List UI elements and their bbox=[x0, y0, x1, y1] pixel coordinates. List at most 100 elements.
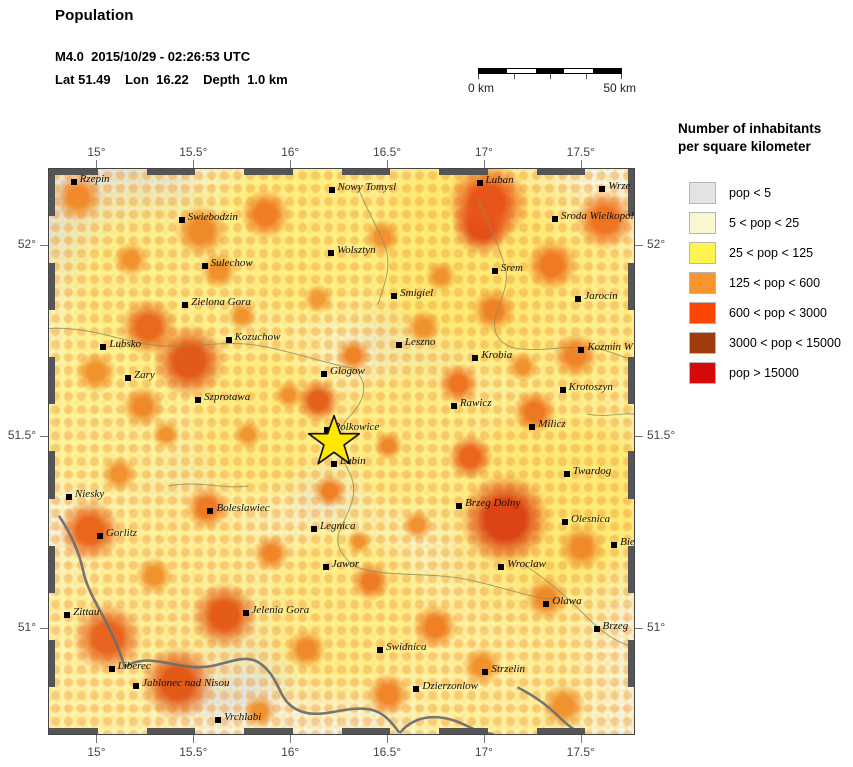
legend-row: 125 < pop < 600 bbox=[689, 268, 853, 298]
city-label: Sroda Wielkopols bbox=[561, 210, 635, 223]
y-axis-tick-label-right: 51° bbox=[647, 619, 666, 634]
city-dot-icon bbox=[324, 427, 331, 434]
city-dot-icon bbox=[472, 355, 479, 362]
city-label: Jawor bbox=[331, 558, 360, 571]
legend-label: pop > 15000 bbox=[729, 366, 799, 380]
scale-bar-track bbox=[478, 68, 622, 74]
map-frame: Rzepin Swiebodzin Nowy Tomysl Luban Wrze Srod… bbox=[48, 168, 635, 735]
legend-items: pop < 5 5 < pop < 25 25 < pop < 125 125 < p… bbox=[678, 178, 853, 388]
city-dot-icon bbox=[108, 666, 115, 673]
city-dot-icon bbox=[498, 564, 505, 571]
city-label: Sulechow bbox=[210, 257, 253, 270]
x-axis-tick-label-top: 15° bbox=[87, 145, 106, 159]
legend-row: pop < 5 bbox=[689, 178, 853, 208]
legend-title-line2: per square kilometer bbox=[678, 139, 811, 154]
city-dot-icon bbox=[377, 647, 384, 654]
legend-label: 600 < pop < 3000 bbox=[729, 306, 828, 320]
city-label: Dzierzonlow bbox=[422, 679, 478, 692]
city-label: Wrze bbox=[608, 180, 631, 193]
city-dot-icon bbox=[320, 370, 327, 377]
city-label: Wolsztyn bbox=[336, 243, 376, 256]
city-label: Glogow bbox=[329, 364, 365, 377]
axis-tick-mark bbox=[635, 627, 643, 629]
city-dot-icon bbox=[64, 612, 71, 619]
city-dot-icon bbox=[70, 178, 77, 185]
event-magnitude-time: M4.0 2015/10/29 - 02:26:53 UTC bbox=[55, 49, 251, 64]
map-frame-bottom-edge bbox=[49, 728, 634, 734]
map-frame-right-edge bbox=[628, 169, 634, 734]
scale-bar-tick bbox=[550, 74, 551, 79]
city-dot-icon bbox=[552, 216, 559, 223]
city-label: Twardog bbox=[572, 464, 612, 477]
country-border-lines bbox=[57, 515, 582, 734]
scale-bar-tick bbox=[478, 74, 479, 79]
x-axis-tick-label-bottom: 17.5° bbox=[566, 745, 595, 759]
city-label: Luban bbox=[485, 174, 514, 187]
city-dot-icon bbox=[391, 293, 398, 300]
city-dot-icon bbox=[242, 610, 249, 617]
city-label: Gorlitz bbox=[105, 527, 138, 540]
axis-tick-mark bbox=[193, 160, 195, 168]
axis-tick-mark bbox=[580, 160, 582, 168]
city-dot-icon bbox=[225, 336, 232, 343]
city-dot-icon bbox=[133, 682, 140, 689]
city-dot-icon bbox=[559, 386, 566, 393]
city-label: Polkowice bbox=[333, 421, 380, 434]
city-label: Brzeg Dolny bbox=[465, 496, 521, 509]
city-label: Zittau bbox=[73, 606, 100, 619]
city-label: Szprotawa bbox=[204, 390, 251, 403]
city-label: Lubsko bbox=[109, 337, 142, 350]
city-dot-icon bbox=[578, 346, 585, 353]
city-dot-icon bbox=[611, 542, 618, 549]
city-label: Leszno bbox=[404, 336, 436, 349]
city-label: Smigiel bbox=[400, 287, 434, 300]
city-label: Strzelin bbox=[491, 662, 526, 675]
axis-tick-mark bbox=[40, 244, 48, 246]
city-label: Rawicz bbox=[459, 396, 492, 409]
city-dot-icon bbox=[215, 716, 222, 723]
map-frame-top-edge bbox=[49, 169, 634, 175]
city-dot-icon bbox=[328, 187, 335, 194]
city-label: Legnica bbox=[320, 520, 356, 533]
legend-label: 3000 < pop < 15000 bbox=[729, 336, 841, 350]
city-dot-icon bbox=[563, 470, 570, 477]
city-label: Kozmin W bbox=[587, 340, 633, 353]
legend-color-swatch bbox=[689, 182, 716, 204]
city-dot-icon bbox=[450, 402, 457, 409]
city-label: Krotoszyn bbox=[568, 380, 613, 393]
city-dot-icon bbox=[65, 493, 72, 500]
city-dot-icon bbox=[322, 564, 329, 571]
legend-title: Number of inhabitants per square kilomet… bbox=[678, 120, 853, 156]
x-axis-tick-label-top: 15.5° bbox=[179, 145, 208, 159]
city-dot-icon bbox=[482, 668, 489, 675]
scale-bar-segment bbox=[479, 69, 508, 73]
axis-tick-mark bbox=[290, 735, 292, 743]
event-location-depth: Lat 51.49 Lon 16.22 Depth 1.0 km bbox=[55, 72, 288, 87]
page-title: Population bbox=[55, 7, 134, 24]
axis-tick-mark bbox=[96, 735, 98, 743]
legend-label: 25 < pop < 125 bbox=[729, 246, 814, 260]
river-lines bbox=[49, 186, 634, 648]
city-label: Jarocin bbox=[584, 289, 618, 302]
population-map[interactable]: Rzepin Swiebodzin Nowy Tomysl Luban Wrze Srod… bbox=[8, 145, 675, 759]
legend-label: 125 < pop < 600 bbox=[729, 276, 821, 290]
city-label: Wroclaw bbox=[507, 558, 546, 571]
map-legend: Number of inhabitants per square kilomet… bbox=[678, 120, 853, 388]
scale-bar-segment bbox=[592, 69, 622, 73]
scale-bar-label-min: 0 km bbox=[468, 81, 495, 95]
city-dot-icon bbox=[124, 375, 131, 382]
city-label: Bierut bbox=[620, 536, 635, 549]
city-label: Milicz bbox=[538, 418, 566, 431]
legend-color-swatch bbox=[689, 212, 716, 234]
city-label: Jelenia Gora bbox=[251, 604, 310, 617]
city-dot-icon bbox=[100, 343, 107, 350]
legend-label: pop < 5 bbox=[729, 186, 772, 200]
city-dot-icon bbox=[413, 685, 420, 692]
city-label: Zary bbox=[133, 369, 155, 382]
legend-row: 3000 < pop < 15000 bbox=[689, 328, 853, 358]
scale-bar-segment bbox=[535, 69, 565, 73]
city-label: Swidnica bbox=[386, 641, 427, 654]
x-axis-tick-label-top: 17.5° bbox=[566, 145, 595, 159]
legend-color-swatch bbox=[689, 242, 716, 264]
scale-bar-tick bbox=[586, 74, 587, 79]
